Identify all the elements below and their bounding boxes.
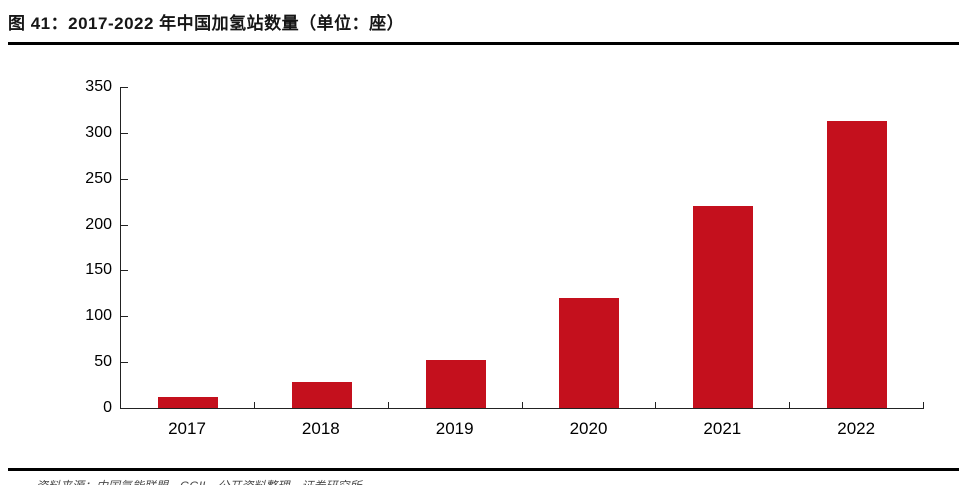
- y-axis-tick-label: 0: [103, 399, 112, 416]
- x-axis-tick-label: 2021: [703, 419, 742, 438]
- x-axis-tick-mark: [655, 402, 657, 408]
- x-axis-tick-label: 2017: [168, 419, 206, 438]
- y-axis-tick-mark: [121, 362, 128, 364]
- bar-2022: [827, 120, 888, 408]
- y-axis-tick-label: 50: [94, 353, 112, 371]
- x-axis-tick-mark: [789, 402, 791, 408]
- bar-2021: [693, 206, 754, 408]
- x-axis-tick-label: 2018: [301, 419, 340, 438]
- y-axis-tick-label: 300: [85, 123, 112, 141]
- y-axis-tick-label: 200: [85, 215, 112, 233]
- y-axis-tick-mark: [121, 87, 128, 88]
- y-axis-tick-mark: [121, 224, 128, 226]
- bar-2017: [157, 397, 218, 408]
- bar-2020: [559, 297, 620, 408]
- x-axis-tick-label: 2019: [435, 419, 474, 438]
- figure-title: 图 41：2017-2022 年中国加氢站数量（单位：座）: [8, 14, 405, 33]
- bar-2019: [425, 360, 486, 408]
- y-axis-tick-label: 150: [85, 261, 112, 279]
- x-axis-tick-mark: [521, 402, 523, 408]
- x-axis-tick-mark: [387, 402, 389, 408]
- y-axis-tick-label: 350: [85, 78, 112, 95]
- bar-chart-plot-area: [120, 87, 924, 409]
- x-axis-tick-mark: [253, 402, 255, 408]
- bar-2018: [291, 382, 352, 408]
- y-axis-tick-mark: [121, 132, 128, 134]
- footer-rule: [8, 468, 959, 471]
- x-axis-tick-label: 2020: [569, 419, 608, 438]
- source-note: 资料来源：中国氢能联盟，GGII，公开资料整理，证券研究所: [36, 477, 361, 485]
- title-rule: [8, 42, 959, 45]
- y-axis-tick-mark: [121, 316, 128, 318]
- y-axis-tick-label: 250: [85, 169, 112, 187]
- x-axis-tick-mark: [923, 402, 924, 408]
- y-axis-tick-mark: [121, 270, 128, 272]
- y-axis-tick-label: 100: [85, 307, 112, 325]
- x-axis-tick-label: 2022: [837, 419, 876, 438]
- y-axis-tick-mark: [121, 178, 128, 180]
